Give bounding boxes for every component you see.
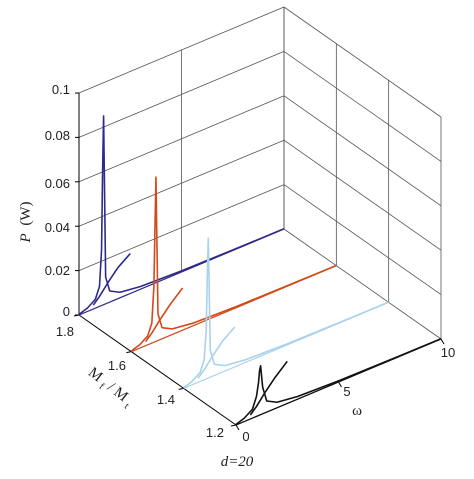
grid-layer xyxy=(73,6,445,431)
x-tick-label: 5 xyxy=(343,384,350,399)
y-tick-label: 1.6 xyxy=(108,358,126,373)
y-tick-mark xyxy=(230,424,237,427)
series-group xyxy=(78,115,285,316)
x-axis-label: ω xyxy=(352,403,362,419)
right-wall-gridline xyxy=(283,184,442,295)
chart-caption: d=20 xyxy=(221,454,254,470)
series-layer xyxy=(78,115,442,426)
x-tick-label: 10 xyxy=(441,345,455,360)
y-tick-label: 1.4 xyxy=(157,392,175,407)
y-tick-mark xyxy=(126,351,132,354)
right-wall-gridline xyxy=(283,95,442,207)
series-branch-curve xyxy=(145,287,184,343)
z-axis-label-var: P xyxy=(18,233,34,243)
x-tick-label: 0 xyxy=(242,429,249,444)
y-tick-mark xyxy=(178,387,184,390)
tick-layer: 0 0.02 0.04 0.06 0.08 0.1 1.2 1.4 1.6 1.… xyxy=(45,82,456,444)
z-tick-label: 0.1 xyxy=(52,82,70,97)
y-tick-label: 1.8 xyxy=(56,324,74,339)
series-branch-curve xyxy=(197,326,236,379)
right-wall-gridline xyxy=(283,228,442,340)
z-tick-label: 0 xyxy=(63,304,70,319)
y-axis-label-sub2: t xyxy=(122,401,131,412)
series-group xyxy=(183,237,389,389)
series-group xyxy=(235,338,442,426)
x-tick-mark xyxy=(338,381,342,388)
y-tick-label: 1.2 xyxy=(206,425,224,440)
y-axis-label: M f / M t xyxy=(83,365,136,413)
svg-text:P (W): P (W) xyxy=(18,201,34,243)
series-main-curve xyxy=(78,115,285,315)
z-axis-label: P (W) xyxy=(18,201,34,243)
series-main-curve xyxy=(130,176,337,352)
x-tick-mark xyxy=(235,424,240,431)
svg-text:M f /: M f / M t xyxy=(83,365,136,413)
series-main-curve xyxy=(235,338,442,425)
y-axis-line xyxy=(78,314,237,426)
series-branch-curve xyxy=(92,253,131,306)
z-tick-label: 0.04 xyxy=(45,220,70,235)
series-main-curve xyxy=(183,237,389,389)
z-tick-label: 0.08 xyxy=(45,128,70,143)
right-wall-gridline xyxy=(283,51,442,162)
z-tick-label: 0.02 xyxy=(45,263,70,278)
y-axis-label-sub1: f xyxy=(97,381,107,392)
z-axis-label-unit: (W) xyxy=(18,201,34,225)
x-tick-mark xyxy=(440,338,445,345)
series-group xyxy=(130,176,337,353)
series-branch-curve xyxy=(249,360,288,416)
right-wall-gridline xyxy=(283,139,442,251)
y-tick-mark xyxy=(73,314,80,317)
z-tick-label: 0.06 xyxy=(45,176,70,191)
right-wall-gridline xyxy=(283,6,442,118)
